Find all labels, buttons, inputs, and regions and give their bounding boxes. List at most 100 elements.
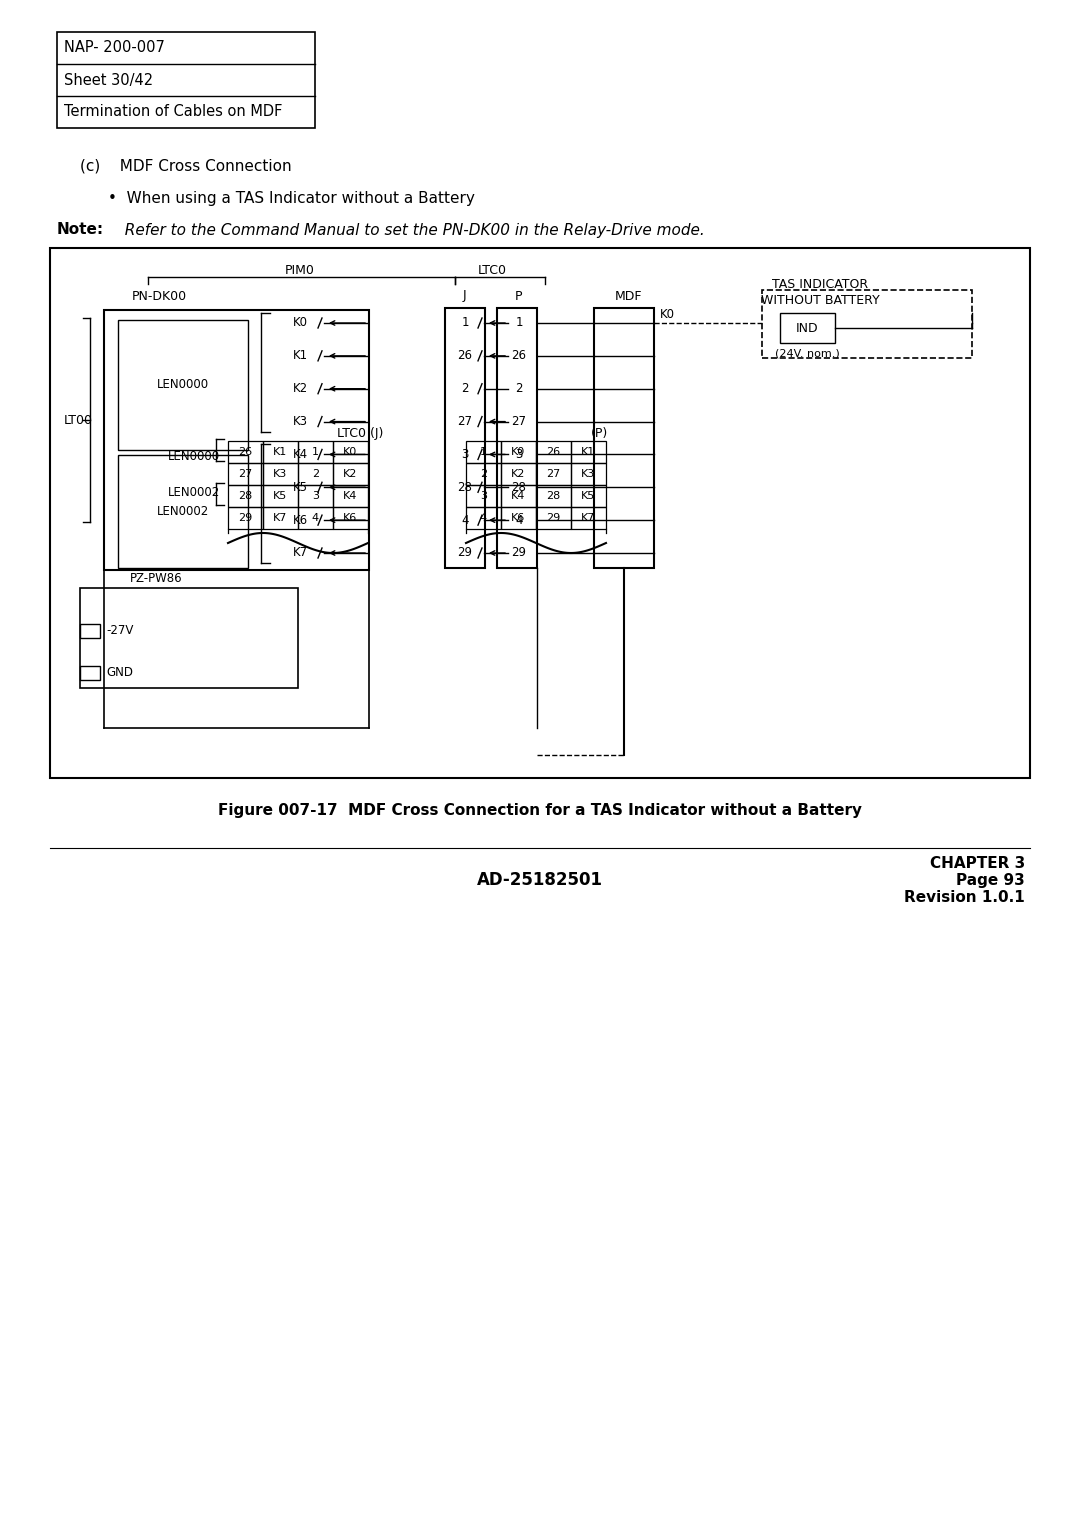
Bar xyxy=(298,484,333,507)
Bar xyxy=(780,313,835,342)
Bar xyxy=(333,463,368,484)
Text: K1: K1 xyxy=(273,448,287,457)
Bar xyxy=(536,484,571,507)
Text: Note:: Note: xyxy=(57,223,104,237)
Bar xyxy=(228,484,264,507)
Text: LEN0000: LEN0000 xyxy=(157,379,210,391)
Bar xyxy=(80,588,298,688)
Text: 26: 26 xyxy=(512,350,527,362)
Bar xyxy=(264,442,298,463)
Bar xyxy=(465,463,501,484)
Text: K4: K4 xyxy=(293,448,308,461)
Text: 27: 27 xyxy=(458,416,473,428)
Bar xyxy=(57,32,315,128)
Bar xyxy=(228,442,264,463)
Text: K1: K1 xyxy=(581,448,596,457)
Text: K5: K5 xyxy=(273,490,287,501)
Text: K2: K2 xyxy=(343,469,357,478)
Text: K6: K6 xyxy=(511,513,526,523)
Bar xyxy=(118,455,248,568)
Bar xyxy=(536,463,571,484)
Bar xyxy=(118,319,248,451)
Text: P: P xyxy=(515,289,523,303)
Text: LEN0002: LEN0002 xyxy=(157,504,210,518)
Text: MDF: MDF xyxy=(615,289,642,303)
Text: Figure 007-17  MDF Cross Connection for a TAS Indicator without a Battery: Figure 007-17 MDF Cross Connection for a… xyxy=(218,802,862,817)
Text: K4: K4 xyxy=(343,490,357,501)
Text: 1: 1 xyxy=(312,448,319,457)
Text: K7: K7 xyxy=(581,513,596,523)
Bar xyxy=(80,623,100,639)
Text: 26: 26 xyxy=(458,350,473,362)
Text: J: J xyxy=(462,289,465,303)
Bar xyxy=(501,484,536,507)
Text: CHAPTER 3: CHAPTER 3 xyxy=(930,856,1025,871)
Text: 2: 2 xyxy=(312,469,319,478)
Bar xyxy=(298,442,333,463)
Text: 27: 27 xyxy=(512,416,527,428)
Text: NAP- 200-007: NAP- 200-007 xyxy=(64,41,165,55)
Text: 3: 3 xyxy=(480,490,487,501)
Text: (24V. nom.): (24V. nom.) xyxy=(774,348,839,358)
Text: 3: 3 xyxy=(515,448,523,461)
Bar xyxy=(465,484,501,507)
Bar xyxy=(501,442,536,463)
Bar xyxy=(298,507,333,529)
Text: 3: 3 xyxy=(312,490,319,501)
Text: •  When using a TAS Indicator without a Battery: • When using a TAS Indicator without a B… xyxy=(108,191,475,205)
Text: K6: K6 xyxy=(293,513,308,527)
Bar xyxy=(501,507,536,529)
Bar xyxy=(333,442,368,463)
Text: K5: K5 xyxy=(581,490,596,501)
Text: Page 93: Page 93 xyxy=(956,872,1025,888)
Bar xyxy=(536,507,571,529)
Bar xyxy=(594,309,654,568)
Bar xyxy=(571,463,606,484)
Text: K2: K2 xyxy=(293,382,308,396)
Bar xyxy=(571,442,606,463)
Bar xyxy=(104,310,369,570)
Text: Termination of Cables on MDF: Termination of Cables on MDF xyxy=(64,104,282,119)
Bar xyxy=(228,463,264,484)
Text: PN-DK00: PN-DK00 xyxy=(132,289,187,303)
Text: 4: 4 xyxy=(515,513,523,527)
Bar xyxy=(465,507,501,529)
Bar xyxy=(50,248,1030,778)
Text: K1: K1 xyxy=(293,350,308,362)
Text: K3: K3 xyxy=(273,469,287,478)
Bar xyxy=(536,442,571,463)
Text: K0: K0 xyxy=(293,316,308,330)
Bar xyxy=(264,463,298,484)
Text: LEN0002: LEN0002 xyxy=(167,486,220,500)
Text: 29: 29 xyxy=(546,513,561,523)
Text: 29: 29 xyxy=(458,547,473,559)
Bar xyxy=(333,484,368,507)
Text: AD-25182501: AD-25182501 xyxy=(477,871,603,889)
Text: K7: K7 xyxy=(273,513,287,523)
Text: K6: K6 xyxy=(343,513,357,523)
Bar xyxy=(80,666,100,680)
Text: GND: GND xyxy=(106,666,133,680)
Bar xyxy=(497,309,537,568)
Text: Revision 1.0.1: Revision 1.0.1 xyxy=(904,889,1025,905)
Bar xyxy=(264,507,298,529)
Text: LTC0: LTC0 xyxy=(477,263,507,277)
Text: 1: 1 xyxy=(461,316,469,330)
Text: 26: 26 xyxy=(546,448,561,457)
Text: K7: K7 xyxy=(293,547,308,559)
Text: (P): (P) xyxy=(592,426,609,440)
Text: K0: K0 xyxy=(511,448,526,457)
Text: IND: IND xyxy=(796,321,819,335)
Bar xyxy=(333,507,368,529)
Text: K5: K5 xyxy=(293,481,308,494)
Text: K4: K4 xyxy=(511,490,526,501)
Text: 28: 28 xyxy=(239,490,253,501)
Text: 3: 3 xyxy=(461,448,469,461)
Bar xyxy=(298,463,333,484)
Bar xyxy=(465,442,501,463)
Text: K3: K3 xyxy=(581,469,596,478)
Text: 27: 27 xyxy=(546,469,561,478)
Text: 28: 28 xyxy=(512,481,526,494)
Text: WITHOUT BATTERY: WITHOUT BATTERY xyxy=(760,293,879,307)
Text: K0: K0 xyxy=(660,309,675,321)
